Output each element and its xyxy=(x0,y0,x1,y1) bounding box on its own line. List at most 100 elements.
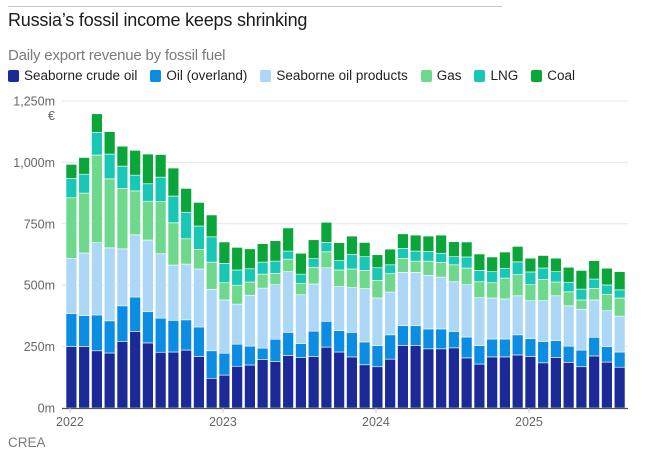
bar-segment xyxy=(397,345,409,409)
bar-segment xyxy=(511,261,524,275)
bar-segment xyxy=(371,267,384,281)
bar-stack xyxy=(180,188,192,409)
y-axis: 0m 250m 500m 750m 1,000m 1,250m€ xyxy=(13,95,55,416)
legend-swatch xyxy=(150,69,162,82)
legend-label: Seaborne crude oil xyxy=(24,68,138,83)
bar-segment xyxy=(346,253,358,270)
bar-segment xyxy=(511,274,524,297)
bar-segment xyxy=(422,348,435,409)
bar-stack xyxy=(91,113,103,409)
bar-segment xyxy=(384,264,396,274)
bar-segment xyxy=(333,260,345,271)
bar-segment xyxy=(435,262,447,278)
bar-segment xyxy=(601,267,613,286)
bar-segment xyxy=(397,258,409,273)
bar-segment xyxy=(333,242,345,261)
legend-item: Seaborne oil products xyxy=(260,68,408,83)
bar-segment xyxy=(78,252,90,316)
bar-segment xyxy=(511,354,524,409)
bar-stack xyxy=(358,242,371,409)
bar-segment xyxy=(129,150,141,176)
bar-segment xyxy=(575,349,588,368)
bar-segment xyxy=(435,328,447,350)
bar-segment xyxy=(65,178,78,199)
bar-segment xyxy=(435,234,447,254)
bar-stack xyxy=(550,257,562,409)
bar-segment xyxy=(448,281,460,332)
bar-segment xyxy=(550,357,562,409)
bar-segment xyxy=(282,227,294,252)
bar-segment xyxy=(524,271,537,286)
bar-segment xyxy=(486,338,498,358)
bar-segment xyxy=(65,164,78,179)
bar-segment xyxy=(460,267,473,286)
legend-label: Seaborne oil products xyxy=(276,68,408,83)
bar-segment xyxy=(78,315,90,347)
bar-stack xyxy=(154,154,167,409)
bar-segment xyxy=(422,235,435,252)
bar-segment xyxy=(307,266,320,285)
bar-segment xyxy=(129,190,141,236)
bar-segment xyxy=(269,240,282,262)
bar-stack xyxy=(460,241,473,409)
x-axis: 2022 2023 2024 2025 xyxy=(56,407,628,429)
bar-segment xyxy=(103,131,116,155)
bar-segment xyxy=(575,299,588,310)
bar-segment xyxy=(384,248,396,266)
legend-swatch xyxy=(420,69,432,82)
bar-segment xyxy=(256,347,269,360)
bar-stack xyxy=(205,214,218,409)
bar-segment xyxy=(282,332,294,356)
bar-segment xyxy=(269,338,282,362)
bar-segment xyxy=(422,275,435,330)
bar-segment xyxy=(511,334,524,356)
bar-segment xyxy=(409,272,422,327)
bar-stack xyxy=(575,270,588,409)
bar-stack xyxy=(218,241,231,409)
bar-segment xyxy=(613,297,626,317)
bar-segment xyxy=(129,174,141,192)
bar-segment xyxy=(358,242,371,258)
bar-stack xyxy=(435,234,447,409)
bar-segment xyxy=(142,183,154,202)
bar-segment xyxy=(409,345,422,409)
legend-item: Oil (overland) xyxy=(150,68,247,83)
legend-swatch xyxy=(531,69,543,82)
bar-segment xyxy=(231,269,243,286)
bar-segment xyxy=(295,294,307,344)
bar-segment xyxy=(524,257,537,273)
bar-segment xyxy=(295,343,307,358)
bar-segment xyxy=(435,252,447,263)
bar-segment xyxy=(613,289,626,299)
legend-item: Coal xyxy=(531,68,575,83)
y-tick-label: 1,250m xyxy=(13,95,55,109)
bar-stack xyxy=(601,267,613,409)
bar-segment xyxy=(205,214,218,238)
bar-stack xyxy=(269,240,282,409)
bar-segment xyxy=(562,266,575,283)
bar-segment xyxy=(180,349,192,409)
bar-segment xyxy=(167,222,180,266)
bar-segment xyxy=(524,356,537,409)
source-label: CREA xyxy=(8,435,46,450)
bar-segment xyxy=(154,317,167,353)
bar-segment xyxy=(231,284,243,305)
legend-label: Gas xyxy=(436,68,462,83)
bar-stack xyxy=(193,202,205,409)
bar-segment xyxy=(358,256,371,271)
y-tick-label: 250m xyxy=(24,340,55,354)
bar-segment xyxy=(193,356,205,409)
bar-segment xyxy=(448,241,460,258)
bar-segment xyxy=(562,345,575,363)
bar-stack xyxy=(537,255,549,409)
bar-segment xyxy=(320,222,333,243)
bar-segment xyxy=(295,357,307,409)
bar-segment xyxy=(537,341,549,364)
y-tick-label: 500m xyxy=(24,279,55,293)
bar-segment xyxy=(193,249,205,270)
bar-segment xyxy=(91,154,103,244)
bar-segment xyxy=(371,279,384,299)
bar-stack xyxy=(473,253,486,409)
bar-segment xyxy=(154,154,167,178)
bar-segment xyxy=(91,113,103,133)
